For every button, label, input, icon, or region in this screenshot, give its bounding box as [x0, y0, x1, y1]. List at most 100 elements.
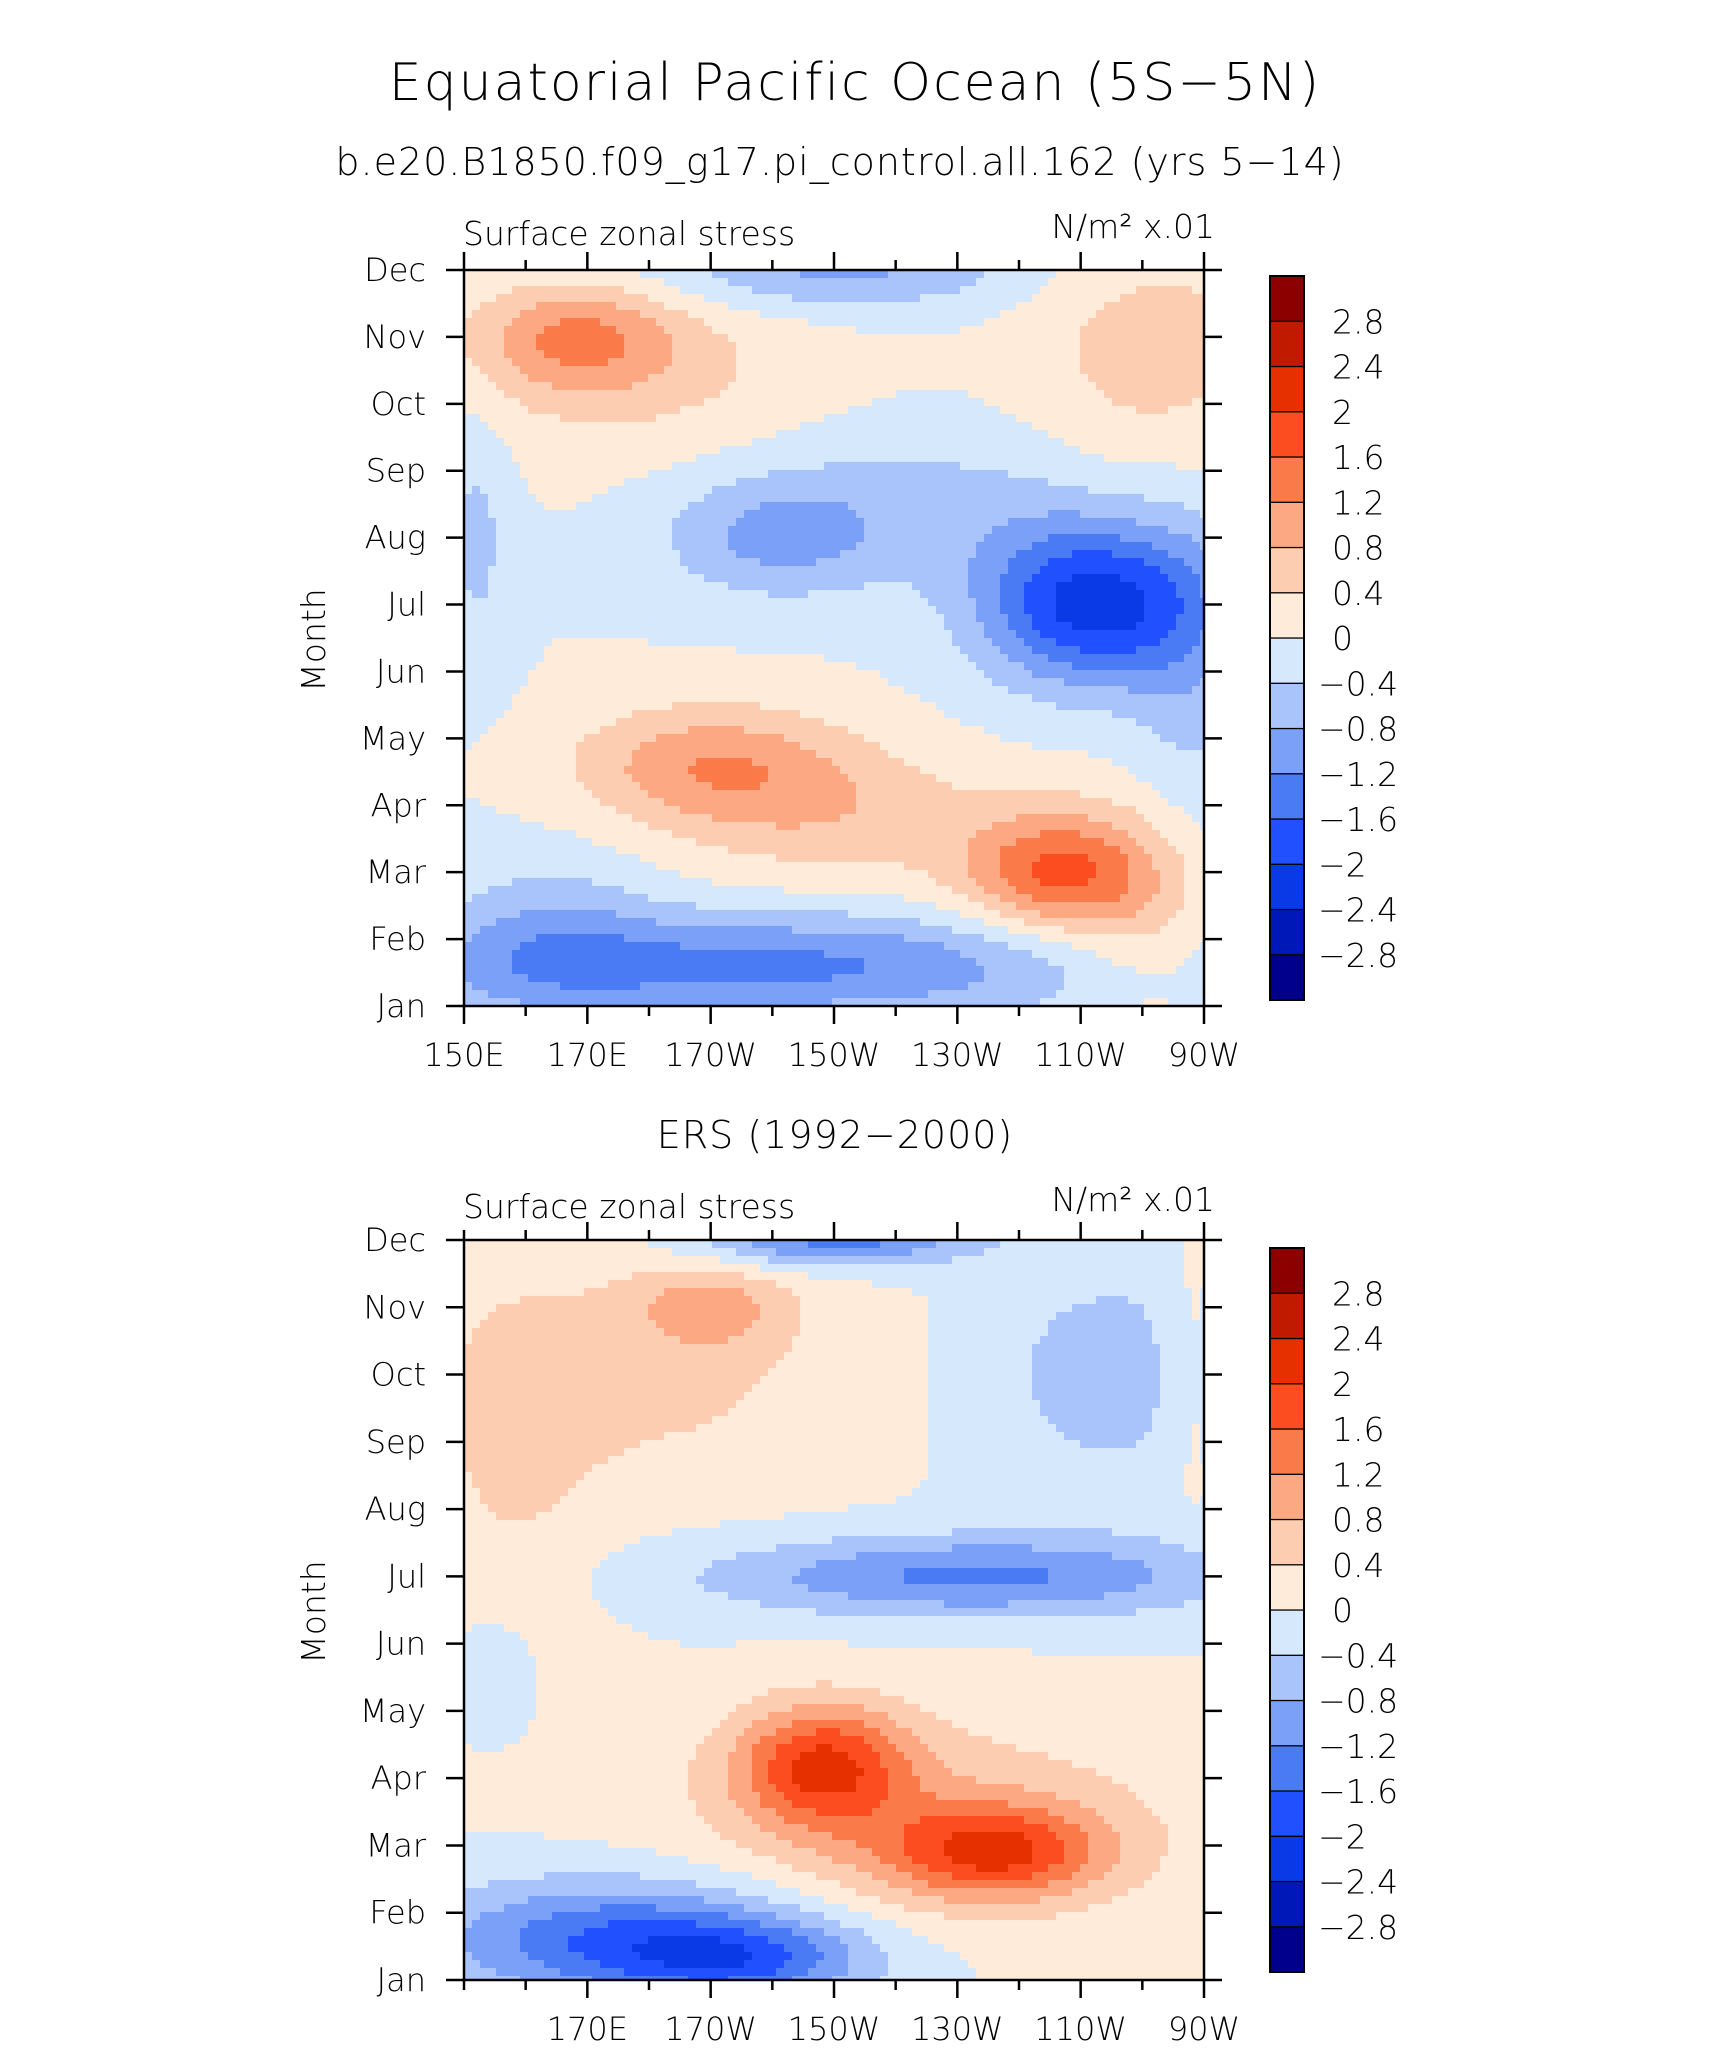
field-cell	[840, 630, 849, 639]
field-cell	[1192, 638, 1201, 647]
field-cell	[952, 526, 961, 535]
field-cell	[1136, 430, 1145, 439]
field-cell	[472, 430, 481, 439]
field-cell	[624, 382, 633, 391]
field-cell	[1192, 422, 1201, 431]
field-cell	[1056, 606, 1065, 615]
field-cell	[760, 694, 769, 703]
field-cell	[864, 366, 873, 375]
field-cell	[592, 646, 601, 655]
field-cell	[936, 414, 945, 423]
field-cell	[936, 518, 945, 527]
field-cell	[464, 510, 473, 519]
field-cell	[480, 510, 489, 519]
field-cell	[960, 342, 969, 351]
field-cell	[1144, 446, 1153, 455]
field-cell	[952, 694, 961, 703]
field-cell	[1184, 430, 1193, 439]
field-cell	[504, 494, 513, 503]
field-cell	[592, 494, 601, 503]
field-cell	[1144, 526, 1153, 535]
field-cell	[952, 390, 961, 399]
field-cell	[1168, 686, 1177, 695]
field-cell	[696, 294, 705, 303]
field-cell	[552, 270, 561, 279]
field-cell	[600, 350, 609, 359]
field-cell	[600, 270, 609, 279]
field-cell	[824, 438, 833, 447]
field-cell	[912, 430, 921, 439]
field-cell	[512, 566, 521, 575]
field-cell	[1000, 614, 1009, 623]
field-cell	[912, 294, 921, 303]
field-cell	[640, 374, 649, 383]
field-cell	[496, 430, 505, 439]
field-cell	[864, 422, 873, 431]
field-cell	[552, 430, 561, 439]
field-cell	[944, 398, 953, 407]
field-cell	[1104, 518, 1113, 527]
field-cell	[616, 270, 625, 279]
field-cell	[1072, 326, 1081, 335]
field-cell	[800, 302, 809, 311]
field-cell	[776, 318, 785, 327]
field-cell	[1072, 302, 1081, 311]
field-cell	[528, 462, 537, 471]
field-cell	[680, 334, 689, 343]
field-cell	[528, 390, 537, 399]
field-cell	[808, 446, 817, 455]
field-cell	[720, 598, 729, 607]
field-cell	[800, 526, 809, 535]
field-cell	[832, 558, 841, 567]
field-cell	[712, 566, 721, 575]
field-cell	[648, 662, 657, 671]
field-cell	[896, 446, 905, 455]
field-cell	[960, 470, 969, 479]
field-cell	[960, 654, 969, 663]
field-cell	[1144, 686, 1153, 695]
field-cell	[1128, 302, 1137, 311]
field-cell	[984, 662, 993, 671]
field-cell	[1168, 318, 1177, 327]
field-cell	[1144, 286, 1153, 295]
field-cell	[1088, 582, 1097, 591]
field-cell	[1080, 454, 1089, 463]
field-cell	[584, 646, 593, 655]
field-cell	[616, 630, 625, 639]
field-cell	[944, 502, 953, 511]
field-cell	[520, 358, 529, 367]
field-cell	[1184, 510, 1193, 519]
field-cell	[504, 486, 513, 495]
field-cell	[1096, 366, 1105, 375]
field-cell	[912, 398, 921, 407]
field-cell	[1136, 406, 1145, 415]
field-cell	[1112, 382, 1121, 391]
field-cell	[520, 502, 529, 511]
field-cell	[920, 310, 929, 319]
field-cell	[784, 350, 793, 359]
field-cell	[792, 462, 801, 471]
field-cell	[736, 342, 745, 351]
field-cell	[832, 526, 841, 535]
field-cell	[640, 526, 649, 535]
field-cell	[488, 502, 497, 511]
field-cell	[776, 630, 785, 639]
field-cell	[904, 310, 913, 319]
field-cell	[696, 478, 705, 487]
field-cell	[944, 374, 953, 383]
field-cell	[888, 438, 897, 447]
field-cell	[768, 686, 777, 695]
field-cell	[1120, 614, 1129, 623]
field-cell	[648, 438, 657, 447]
field-cell	[864, 494, 873, 503]
field-cell	[1152, 318, 1161, 327]
field-cell	[528, 518, 537, 527]
field-cell	[1024, 558, 1033, 567]
field-cell	[944, 382, 953, 391]
field-cell	[904, 342, 913, 351]
field-cell	[632, 638, 641, 647]
field-cell	[1056, 478, 1065, 487]
field-cell	[928, 582, 937, 591]
field-cell	[488, 566, 497, 575]
field-cell	[936, 670, 945, 679]
